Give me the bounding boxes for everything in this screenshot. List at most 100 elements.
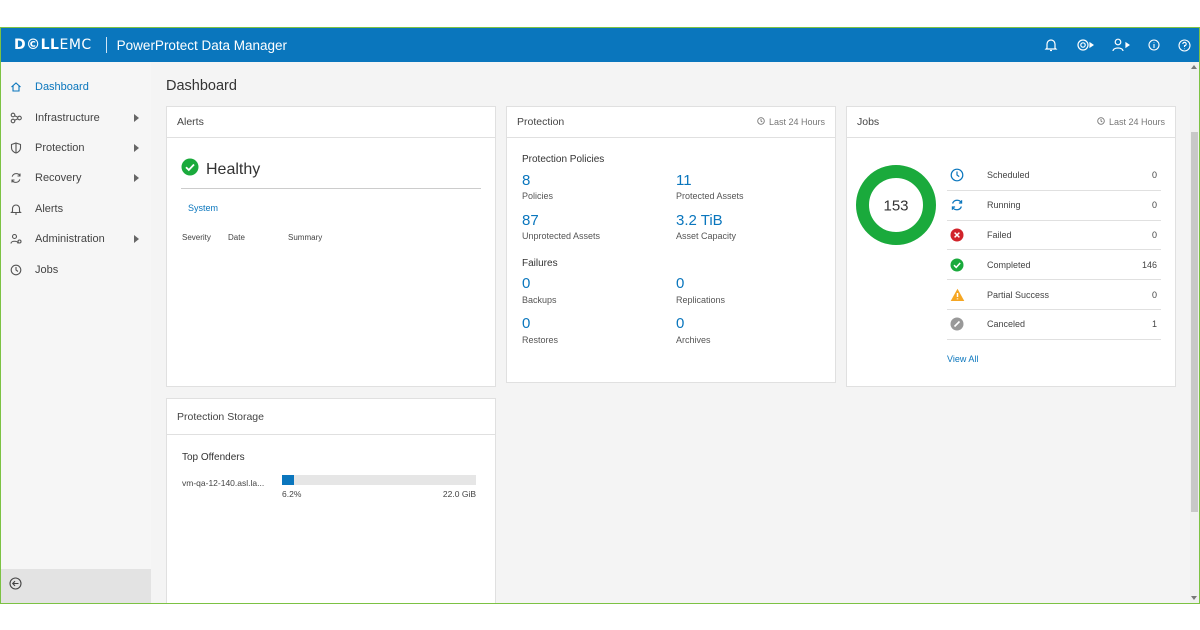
backups-failures-value[interactable]: 0 [522,275,531,292]
job-row-label: Completed [987,259,1031,270]
protection-card-header: Protection Last 24 Hours [507,107,835,138]
sidebar-item-infrastructure[interactable]: Infrastructure [1,102,151,132]
job-row-label: Partial Success [987,289,1050,300]
unprotected-assets-value[interactable]: 87 [522,212,539,229]
job-row-partial-success[interactable]: Partial Success 0 [947,280,1161,310]
info-icon[interactable] [1148,28,1160,62]
sidebar-item-alerts[interactable]: Alerts [1,194,151,224]
archives-failures-label: Archives [676,335,711,345]
shield-icon [9,141,23,155]
tab-system[interactable]: System [188,203,219,213]
sidebar-item-label: Recovery [35,172,82,185]
health-status-text: Healthy [206,160,261,178]
sidebar-collapse-button[interactable] [1,569,151,603]
sidebar: Dashboard Infrastructure Protection Reco… [1,62,151,603]
offender-usage-bar-fill [282,475,295,485]
chevron-right-icon [134,235,139,244]
job-row-running[interactable]: Running 0 [947,191,1161,221]
job-row-value: 146 [1141,259,1157,270]
time-range-label: Last 24 Hours [768,117,825,127]
replications-failures-value[interactable]: 0 [676,275,685,292]
replications-failures-label: Replications [676,295,726,305]
scrollbar-thumb[interactable] [1191,132,1198,512]
restores-failures-label: Restores [522,335,559,345]
sidebar-item-label: Alerts [35,202,64,215]
protection-storage-card: Protection Storage Top Offenders vm-qa-1… [166,398,496,603]
protected-assets-value[interactable]: 11 [676,172,692,189]
alerts-card: Alerts Healthy System Severity Date Summ… [166,106,496,387]
scroll-up-arrow[interactable] [1191,65,1197,69]
scroll-down-arrow[interactable] [1191,596,1197,600]
brand-logo-emc: EMC [59,37,92,53]
chevron-right-icon [134,113,139,122]
brand-logo: D©LLEMC [14,37,92,53]
health-status: Healthy [181,158,260,181]
sidebar-item-protection[interactable]: Protection [1,133,151,163]
backups-failures-label: Backups [522,295,557,305]
clock-icon [9,263,23,277]
sidebar-item-administration[interactable]: Administration [1,224,151,254]
job-row-completed[interactable]: Completed 146 [947,250,1161,281]
offender-name[interactable]: vm-qa-12-140.asl.la... [182,478,265,488]
policies-value[interactable]: 8 [522,172,531,189]
home-icon [9,80,23,94]
policies-section-title: Protection Policies [522,154,605,165]
policies-label: Policies [522,191,554,201]
clock-icon [949,167,965,183]
job-row-canceled[interactable]: Canceled 1 [947,310,1161,340]
column-header-date[interactable]: Date [228,233,245,242]
job-row-scheduled[interactable]: Scheduled 0 [947,161,1161,191]
job-row-value: 0 [1151,200,1157,211]
jobs-donut-chart[interactable]: 153 [855,164,937,246]
protection-storage-card-title: Protection Storage [177,410,264,423]
archives-failures-value[interactable]: 0 [676,315,685,332]
job-row-value: 0 [1151,170,1157,181]
job-row-failed[interactable]: Failed 0 [947,221,1161,251]
jobs-card: Jobs Last 24 Hours 153 Scheduled 0 Ru [846,106,1176,387]
bell-icon[interactable] [1044,28,1058,62]
job-row-value: 1 [1151,319,1157,330]
sidebar-item-dashboard[interactable]: Dashboard [1,72,151,102]
success-icon [181,158,199,181]
vertical-scrollbar[interactable] [1190,62,1199,603]
column-header-summary[interactable]: Summary [288,233,323,242]
page-title: Dashboard [166,78,237,94]
protected-assets-label: Protected Assets [676,191,744,201]
job-row-value: 0 [1151,229,1157,240]
asset-capacity-value[interactable]: 3.2 TiB [676,212,723,229]
unprotected-assets-label: Unprotected Assets [522,231,601,241]
success-icon [949,257,965,273]
sidebar-item-jobs[interactable]: Jobs [1,254,151,284]
recovery-icon [9,171,23,185]
app-window: D©LLEMC PowerProtect Data Manager [0,27,1200,604]
administration-icon [9,232,23,246]
sidebar-item-label: Infrastructure [35,111,100,124]
jobs-donut-ring [856,165,936,245]
jobs-card-title: Jobs [857,116,880,128]
help-icon[interactable] [1178,28,1191,62]
main-content: Dashboard Alerts Healthy System Severity… [151,62,1191,603]
column-header-severity[interactable]: Severity [182,233,211,242]
failed-icon [949,227,965,243]
restores-failures-value[interactable]: 0 [522,315,531,332]
top-icons [1044,28,1191,62]
top-offenders-title: Top Offenders [182,452,245,463]
asset-capacity-label: Asset Capacity [676,231,737,241]
sidebar-item-label: Protection [35,141,85,154]
chevron-right-icon [134,174,139,183]
job-row-label: Canceled [987,319,1026,330]
warning-icon [949,287,965,303]
offender-percent: 6.2% [282,489,302,499]
time-range[interactable]: Last 24 Hours [1097,117,1165,127]
sidebar-item-recovery[interactable]: Recovery [1,163,151,193]
sidebar-item-label: Administration [35,233,105,246]
gear-icon[interactable] [1076,28,1094,62]
view-all-link[interactable]: View All [947,354,979,364]
chevron-right-icon [134,143,139,152]
clock-icon [757,117,765,127]
divider [181,188,481,189]
job-row-value: 0 [1151,289,1157,300]
protection-storage-card-header: Protection Storage [167,399,495,435]
user-icon[interactable] [1112,28,1130,62]
time-range[interactable]: Last 24 Hours [757,117,825,127]
